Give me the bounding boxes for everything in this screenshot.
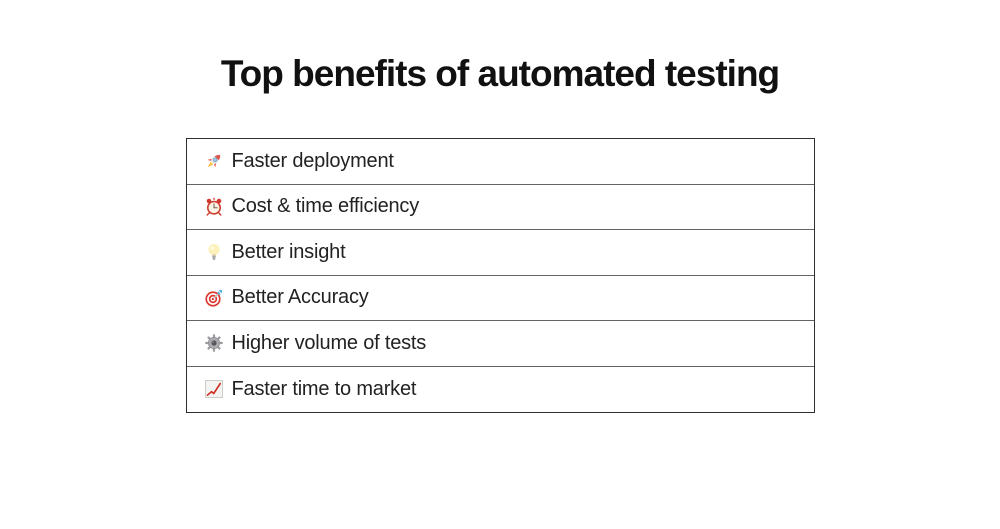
table-row: Better insight xyxy=(186,230,814,276)
row-label: Cost & time efficiency xyxy=(231,195,420,218)
page-title: Top benefits of automated testing xyxy=(220,53,780,94)
chart-increasing-icon xyxy=(204,379,224,399)
table-row: Faster time to market xyxy=(187,367,814,413)
table-row: Higher volume of tests xyxy=(186,321,814,367)
row-label: Higher volume of tests xyxy=(231,331,427,354)
table-row: Faster deployment xyxy=(186,139,814,185)
table-row: Better Accuracy xyxy=(186,276,814,321)
row-label: Better Accuracy xyxy=(231,286,369,309)
light-bulb-icon xyxy=(204,242,224,262)
gear-icon xyxy=(204,333,224,353)
row-label: Faster time to market xyxy=(231,377,417,400)
benefits-table: Faster deployment Cost & time efficiency… xyxy=(185,138,815,413)
page: Top benefits of automated testing Faster… xyxy=(0,53,1000,413)
row-label: Faster deployment xyxy=(231,149,394,172)
table-row: Cost & time efficiency xyxy=(186,185,814,230)
alarm-clock-icon xyxy=(204,197,224,217)
row-label: Better insight xyxy=(231,240,346,263)
rocket-icon xyxy=(204,151,224,171)
target-icon xyxy=(204,288,224,308)
